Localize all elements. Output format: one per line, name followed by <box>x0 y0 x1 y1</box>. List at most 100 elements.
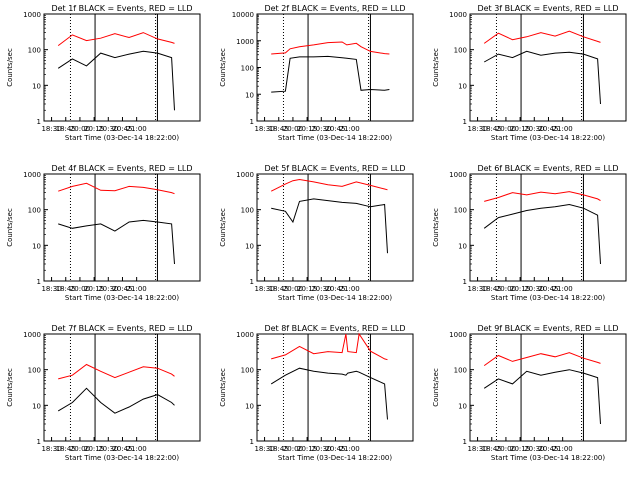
panel-title: Det 8f BLACK = Events, RED = LLD <box>264 324 405 333</box>
x-tick-label: 20:15 <box>297 445 317 453</box>
y-tick-label: 1 <box>250 118 254 126</box>
panel-title: Det 9f BLACK = Events, RED = LLD <box>477 324 618 333</box>
x-tick-label: 18:30 <box>467 445 487 453</box>
x-axis-label: Start Time (03-Dec-14 18:22:00) <box>278 294 392 302</box>
plot-frame <box>256 173 414 282</box>
plot-frame <box>256 13 414 122</box>
y-tick-label: 1000 <box>23 331 41 339</box>
series-line-events <box>57 50 175 111</box>
panel-det-8: Det 8f BLACK = Events, RED = LLD Counts/s… <box>219 324 414 462</box>
series-line-lld <box>483 30 601 44</box>
x-tick-label: 18:45 <box>482 285 502 293</box>
x-tick-label: 18:30 <box>254 285 274 293</box>
x-axis-label: Start Time (03-Dec-14 18:22:00) <box>278 134 392 142</box>
x-tick-label: 21:00 <box>553 285 573 293</box>
x-tick-label: 18:45 <box>56 445 76 453</box>
y-tick-label: 1 <box>37 118 41 126</box>
x-tick-label: 21:00 <box>127 445 147 453</box>
x-tick-label: 18:45 <box>482 445 502 453</box>
y-tick-label: 10 <box>32 82 41 90</box>
x-tick-label: 18:30 <box>41 125 61 133</box>
y-tick-label: 1 <box>463 438 467 446</box>
x-tick-label: 20:45 <box>325 445 345 453</box>
y-tick-label: 100 <box>241 207 254 215</box>
y-tick-label: 10 <box>458 242 467 250</box>
x-tick-label: 20:00 <box>283 285 303 293</box>
plot-frame <box>43 173 201 282</box>
y-tick-label: 10000 <box>232 11 254 19</box>
panel-title: Det 3f BLACK = Events, RED = LLD <box>477 4 618 13</box>
y-tick-label: 1 <box>37 438 41 446</box>
x-axis-label: Start Time (03-Dec-14 18:22:00) <box>491 134 605 142</box>
x-axis-label: Start Time (03-Dec-14 18:22:00) <box>491 454 605 462</box>
y-tick-label: 1 <box>37 278 41 286</box>
series-line-lld <box>484 191 601 202</box>
y-tick-label: 1 <box>250 438 254 446</box>
x-tick-label: 18:30 <box>254 125 274 133</box>
x-axis-label: Start Time (03-Dec-14 18:22:00) <box>278 454 392 462</box>
x-tick-label: 18:30 <box>41 445 61 453</box>
x-tick-label: 18:45 <box>269 445 289 453</box>
plot-frame <box>43 13 201 122</box>
x-tick-label: 20:30 <box>98 445 118 453</box>
y-tick-label: 1000 <box>236 171 254 179</box>
series-line-events <box>483 369 601 425</box>
series-line-lld <box>57 32 175 46</box>
x-tick-label: 18:45 <box>269 285 289 293</box>
y-tick-label: 10 <box>458 402 467 410</box>
y-tick-label: 1000 <box>236 38 254 46</box>
x-tick-label: 21:00 <box>553 445 573 453</box>
plot-frame <box>469 13 627 122</box>
series-line-lld <box>483 352 601 367</box>
x-tick-label: 18:45 <box>56 285 76 293</box>
x-tick-label: 21:00 <box>127 125 147 133</box>
series-line-events <box>58 219 175 265</box>
panel-det-7: Det 7f BLACK = Events, RED = LLD Counts/s… <box>6 324 201 462</box>
panel-det-9: Det 9f BLACK = Events, RED = LLD Counts/s… <box>432 324 627 462</box>
series-line-lld <box>270 178 388 192</box>
x-tick-label: 20:45 <box>112 285 132 293</box>
x-axis-label: Start Time (03-Dec-14 18:22:00) <box>65 454 179 462</box>
x-tick-label: 20:45 <box>112 125 132 133</box>
x-tick-label: 18:45 <box>482 125 502 133</box>
series-line-events <box>270 367 388 420</box>
x-tick-label: 20:15 <box>297 125 317 133</box>
y-tick-label: 10 <box>32 242 41 250</box>
x-tick-label: 20:15 <box>84 285 104 293</box>
y-axis-label: Counts/sec <box>432 208 440 247</box>
y-axis-label: Counts/sec <box>219 368 227 407</box>
y-tick-label: 1000 <box>449 331 467 339</box>
x-tick-label: 18:30 <box>254 445 274 453</box>
series-line-events <box>57 387 175 414</box>
panel-det-4: Det 4f BLACK = Events, RED = LLD Counts/s… <box>6 164 201 302</box>
y-tick-label: 1 <box>250 278 254 286</box>
y-tick-label: 1 <box>463 118 467 126</box>
x-tick-label: 20:30 <box>524 125 544 133</box>
series-line-events <box>483 203 601 265</box>
series-line-lld <box>58 363 175 380</box>
y-tick-label: 1000 <box>449 171 467 179</box>
x-tick-label: 18:45 <box>269 125 289 133</box>
x-tick-label: 18:45 <box>56 125 76 133</box>
x-tick-label: 20:30 <box>524 285 544 293</box>
x-tick-label: 18:30 <box>467 285 487 293</box>
panel-title: Det 6f BLACK = Events, RED = LLD <box>477 164 618 173</box>
y-tick-label: 100 <box>241 367 254 375</box>
y-tick-label: 10 <box>245 91 254 99</box>
panel-det-3: Det 3f BLACK = Events, RED = LLD Counts/s… <box>432 4 627 142</box>
series-line-lld <box>271 332 388 361</box>
plot-frame <box>43 333 201 442</box>
x-tick-label: 21:00 <box>553 125 573 133</box>
x-tick-label: 20:30 <box>524 445 544 453</box>
y-tick-label: 10 <box>458 82 467 90</box>
panel-title: Det 1f BLACK = Events, RED = LLD <box>51 4 192 13</box>
x-tick-label: 18:30 <box>41 285 61 293</box>
x-tick-label: 20:15 <box>84 125 104 133</box>
series-line-lld <box>58 182 175 195</box>
y-tick-label: 10 <box>245 402 254 410</box>
panel-title: Det 2f BLACK = Events, RED = LLD <box>264 4 405 13</box>
y-tick-label: 1000 <box>449 11 467 19</box>
x-tick-label: 20:45 <box>325 125 345 133</box>
x-tick-label: 20:45 <box>538 125 558 133</box>
x-tick-label: 20:00 <box>496 445 516 453</box>
